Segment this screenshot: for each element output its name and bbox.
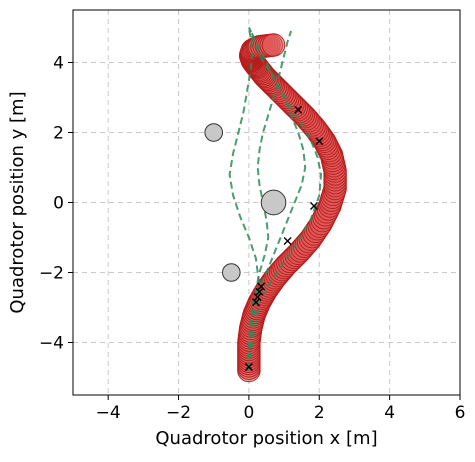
x-marker [255,287,264,296]
trajectory-point [261,33,286,57]
x-marker [257,282,266,291]
x-marker [310,202,318,210]
reference-path [247,27,323,371]
x-tick-label: 0 [243,403,254,423]
x-tick-label: 4 [384,403,395,423]
x-tick-label: 2 [314,403,325,423]
x-tick-label: −4 [96,403,121,423]
x-marker [315,137,324,146]
reference-path [228,27,261,371]
y-tick-label: 2 [53,124,64,144]
y-tick-label: 0 [53,194,64,214]
x-tick-label: 6 [455,403,466,423]
y-tick-label: 4 [53,54,64,74]
obstacles [204,123,287,282]
x-marker [253,293,262,301]
x-axis-label: Quadrotor position x [m] [155,428,377,449]
obstacle [204,123,224,142]
y-tick-label: −4 [39,334,64,354]
x-marker [283,237,292,245]
x-marker [251,298,260,307]
obstacle [222,263,241,282]
y-tick-label: −2 [39,264,64,284]
ticks: −4 −2 0 2 4 6 −4 −2 0 2 4 [39,54,465,424]
obstacle [260,189,287,216]
x-tick-label: −2 [166,403,191,423]
markers [244,105,324,371]
y-axis-label: Quadrotor position y [m] [7,91,28,313]
x-marker [294,105,303,114]
x-marker [244,363,253,371]
trajectory-circles [237,33,347,383]
